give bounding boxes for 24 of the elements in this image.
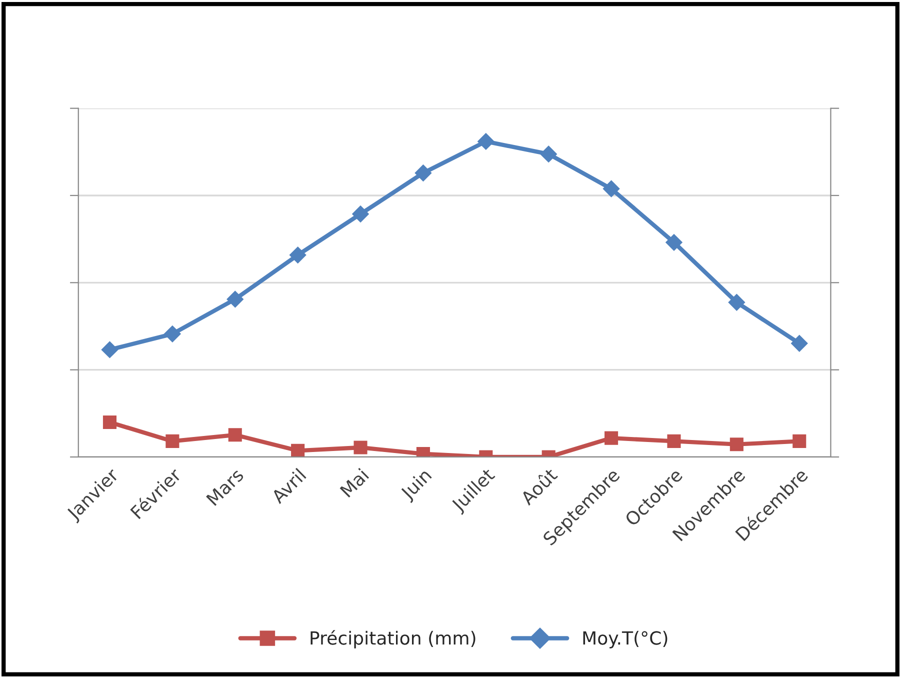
point — [354, 440, 368, 454]
point — [792, 434, 806, 448]
point — [666, 234, 682, 251]
point — [226, 290, 244, 308]
point — [602, 180, 620, 198]
point — [228, 428, 242, 442]
point — [414, 164, 432, 182]
point — [291, 444, 305, 457]
point — [101, 341, 118, 358]
legend-label: Précipitation (mm) — [310, 630, 476, 648]
point — [164, 326, 181, 342]
x-tick-label: Mai — [339, 468, 370, 498]
point — [728, 294, 746, 311]
legend-label: Moy.T(°C) — [583, 630, 668, 648]
point — [540, 146, 557, 162]
point — [166, 434, 180, 448]
point — [289, 246, 306, 264]
point — [604, 431, 618, 445]
point — [667, 434, 681, 448]
point — [478, 133, 494, 150]
point — [352, 206, 369, 222]
point — [102, 415, 117, 430]
point — [791, 335, 808, 352]
point — [730, 438, 744, 452]
